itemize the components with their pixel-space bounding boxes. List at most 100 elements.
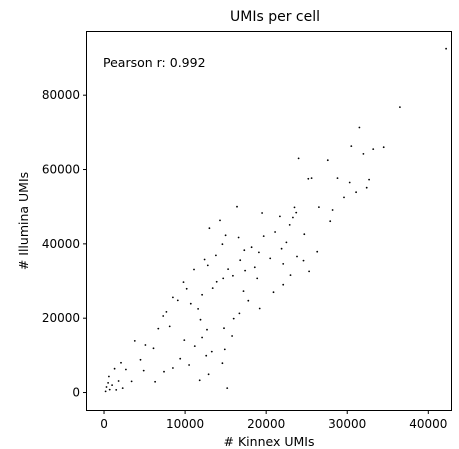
data-point — [163, 370, 165, 373]
data-point — [262, 235, 265, 238]
data-point — [201, 336, 204, 339]
data-point — [208, 227, 211, 230]
data-point — [289, 274, 292, 276]
data-point — [316, 250, 319, 253]
data-point — [162, 315, 165, 317]
data-point — [203, 258, 206, 261]
data-point — [210, 350, 213, 353]
data-point — [104, 390, 107, 393]
data-point — [236, 205, 238, 208]
data-point — [282, 263, 285, 265]
data-point — [237, 236, 240, 239]
data-point — [253, 266, 256, 269]
data-point — [232, 274, 234, 277]
x-tick-label: 20000 — [247, 417, 285, 431]
data-point — [307, 177, 310, 180]
data-point — [105, 386, 108, 388]
data-point — [292, 216, 294, 219]
data-point — [293, 206, 296, 209]
data-point — [165, 311, 168, 313]
data-point — [348, 181, 351, 184]
data-point — [226, 387, 229, 389]
data-point — [133, 340, 136, 342]
data-point — [336, 177, 339, 180]
data-point — [154, 380, 157, 383]
y-axis-ticks: 0 20000 40000 60000 80000 — [42, 88, 87, 400]
plot-frame — [86, 31, 452, 411]
data-point — [206, 328, 208, 331]
data-point — [189, 302, 192, 305]
data-point — [198, 379, 201, 382]
data-point — [250, 246, 253, 249]
data-point — [280, 247, 283, 250]
data-point — [130, 380, 133, 383]
data-point — [183, 339, 186, 341]
y-tick-label: 60000 — [42, 163, 80, 177]
data-point — [238, 312, 241, 315]
data-point — [207, 373, 210, 376]
y-tick-label: 20000 — [42, 311, 80, 325]
data-point — [185, 287, 188, 290]
data-point — [111, 384, 113, 386]
y-tick-label: 80000 — [42, 88, 80, 102]
data-point — [288, 224, 291, 226]
data-point — [358, 126, 361, 129]
data-point — [256, 277, 259, 280]
x-tick-label: 0 — [100, 417, 108, 431]
data-point — [247, 299, 250, 302]
data-point — [308, 270, 310, 273]
data-point — [285, 241, 288, 244]
data-point — [244, 269, 247, 272]
data-point — [318, 206, 320, 209]
data-point — [206, 264, 209, 267]
data-point — [197, 308, 200, 310]
data-point — [242, 290, 245, 292]
data-point — [193, 345, 196, 347]
data-point — [152, 347, 155, 350]
data-point — [269, 257, 272, 260]
data-point — [108, 388, 111, 391]
data-point — [231, 335, 234, 337]
data-point — [188, 364, 191, 366]
pearson-annotation: Pearson r: 0.992 — [103, 55, 206, 70]
data-point — [121, 387, 124, 389]
data-point — [223, 348, 226, 351]
data-point — [221, 362, 224, 365]
data-point — [182, 281, 185, 283]
data-point — [445, 47, 447, 50]
data-point — [297, 157, 300, 160]
data-point — [157, 327, 160, 330]
data-point — [176, 299, 179, 302]
data-point — [258, 307, 261, 310]
data-point — [205, 354, 208, 357]
x-tick-label: 10000 — [166, 417, 204, 431]
data-point — [108, 375, 110, 378]
y-tick-label: 40000 — [42, 237, 80, 251]
data-point — [296, 255, 298, 258]
data-point — [125, 368, 127, 371]
data-point — [279, 215, 281, 218]
data-point — [274, 231, 276, 233]
x-axis-label: # Kinnex UMIs — [224, 434, 315, 449]
data-point — [117, 380, 120, 382]
data-point — [243, 249, 246, 252]
data-point — [120, 361, 122, 364]
data-point — [303, 233, 306, 236]
data-point — [142, 369, 145, 372]
data-point — [211, 287, 214, 289]
y-axis-label: # Illumina UMIs — [16, 172, 31, 270]
data-point — [199, 318, 202, 321]
chart-title: UMIs per cell — [230, 9, 320, 25]
data-point — [282, 283, 285, 286]
data-point — [310, 177, 313, 180]
data-point — [215, 254, 217, 257]
data-point — [215, 280, 218, 283]
data-point — [113, 367, 116, 370]
data-point — [258, 251, 260, 254]
data-point — [239, 259, 242, 262]
data-point — [201, 293, 204, 296]
data-point — [221, 243, 224, 246]
data-point — [168, 325, 171, 328]
data-point — [372, 148, 375, 151]
data-point — [222, 277, 225, 280]
